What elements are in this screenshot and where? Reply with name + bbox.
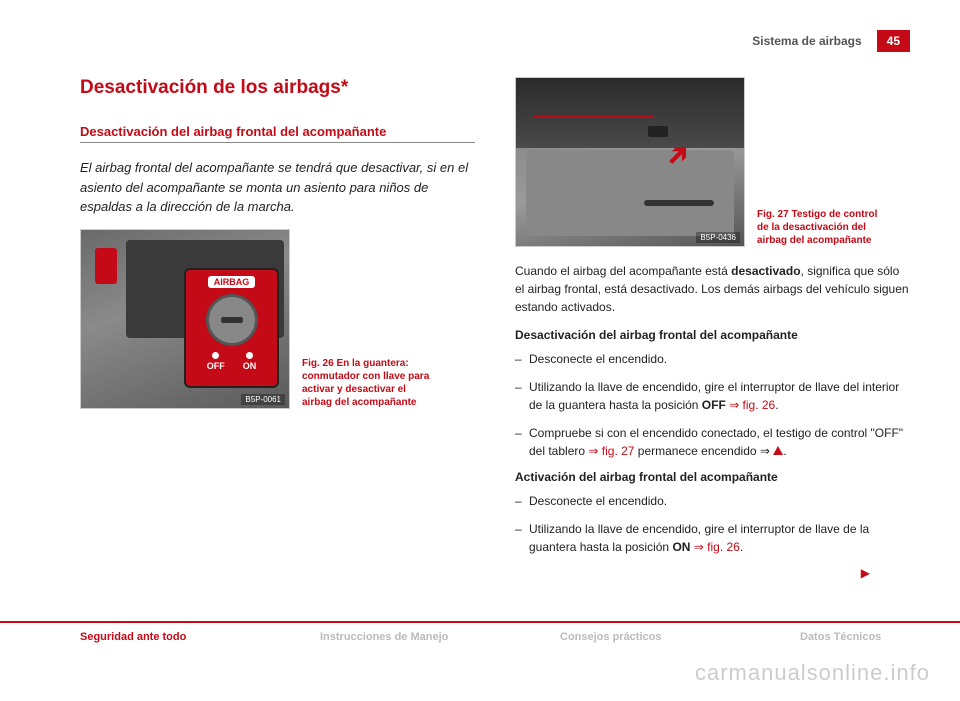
- glovebox-handle-shape: [644, 200, 714, 206]
- figure-27: ➔ B5P-0436 Fig. 27 Testigo de control de…: [515, 77, 910, 247]
- warning-icon: [773, 446, 783, 455]
- footer-nav: Seguridad ante todo Instrucciones de Man…: [0, 621, 960, 651]
- footer-datos: Datos Técnicos: [720, 621, 960, 651]
- section-name: Sistema de airbags: [752, 34, 861, 48]
- intro-text: El airbag frontal del acompañante se ten…: [80, 158, 475, 217]
- deact-step-3: Compruebe si con el encendido conectado,…: [515, 424, 910, 460]
- glovebox-panel-shape: [526, 150, 734, 236]
- off-on-labels: OFF ON: [207, 352, 257, 371]
- footer-seguridad: Seguridad ante todo: [0, 621, 240, 651]
- watermark: carmanualsonline.info: [695, 660, 930, 686]
- act-step-1: Desconecte el encendido.: [515, 492, 910, 510]
- figure-27-image: ➔ B5P-0436: [515, 77, 745, 247]
- figure-26: AIRBAG OFF ON B5P-0061 Fig. 26 En la gua…: [80, 229, 475, 409]
- airbag-knob-icon: [206, 294, 258, 346]
- off-label: OFF: [207, 361, 225, 371]
- subsection-title: Desactivación del airbag frontal del aco…: [80, 124, 475, 143]
- figure-26-code: B5P-0061: [241, 394, 285, 405]
- continue-arrow-icon: ▶: [861, 566, 870, 580]
- page-number: 45: [877, 30, 910, 52]
- indicator-shape: [648, 126, 668, 137]
- footer-consejos: Consejos prácticos: [480, 621, 720, 651]
- dashboard-shape: [516, 78, 744, 148]
- footer-instrucciones: Instrucciones de Manejo: [240, 621, 480, 651]
- page-header: Sistema de airbags 45: [80, 30, 910, 52]
- deactivation-heading: Desactivación del airbag frontal del aco…: [515, 328, 910, 342]
- act-step-2: Utilizando la llave de encendido, gire e…: [515, 520, 910, 556]
- on-label: ON: [243, 361, 257, 371]
- figure-27-caption: Fig. 27 Testigo de control de la desacti…: [757, 208, 887, 247]
- callout-line: [534, 116, 654, 118]
- airbag-switch-inset: AIRBAG OFF ON: [184, 268, 279, 388]
- airbag-label: AIRBAG: [208, 276, 256, 288]
- deact-step-1: Desconecte el encendido.: [515, 350, 910, 368]
- section-title: Desactivación de los airbags*: [80, 77, 475, 99]
- figure-26-image: AIRBAG OFF ON B5P-0061: [80, 229, 290, 409]
- figure-26-caption: Fig. 26 En la guantera: conmutador con l…: [302, 357, 432, 409]
- activation-heading: Activación del airbag frontal del acompa…: [515, 470, 910, 484]
- airbag-switch-shape: [95, 248, 117, 284]
- paragraph-1: Cuando el airbag del acompañante está de…: [515, 262, 910, 316]
- figure-27-code: B5P-0436: [696, 232, 740, 243]
- deact-step-2: Utilizando la llave de encendido, gire e…: [515, 378, 910, 414]
